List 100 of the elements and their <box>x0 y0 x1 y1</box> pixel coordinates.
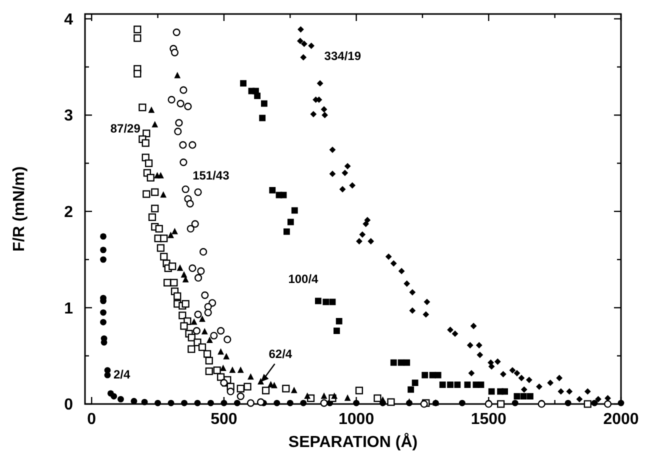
point <box>224 336 232 344</box>
point <box>176 100 184 108</box>
point <box>138 104 146 112</box>
point <box>447 382 454 388</box>
point <box>175 119 183 127</box>
point <box>286 400 294 406</box>
point <box>409 289 416 296</box>
point <box>146 174 154 182</box>
point <box>464 382 471 388</box>
point <box>160 191 167 198</box>
point <box>194 310 202 318</box>
point <box>527 393 534 400</box>
point <box>260 100 268 107</box>
point <box>203 350 212 358</box>
point <box>208 400 214 406</box>
point <box>296 38 304 44</box>
point <box>584 388 591 395</box>
point <box>100 339 108 346</box>
point <box>274 400 280 406</box>
point <box>334 328 340 334</box>
point <box>500 370 506 378</box>
point <box>220 364 226 371</box>
point <box>434 372 442 378</box>
point <box>447 326 454 334</box>
point <box>154 400 161 406</box>
point <box>100 309 106 316</box>
point <box>310 110 317 118</box>
point <box>134 70 142 78</box>
point <box>497 400 505 408</box>
series-label: 2/4 <box>114 367 131 382</box>
point <box>142 190 150 198</box>
point <box>556 374 563 382</box>
point <box>398 268 405 274</box>
point <box>291 207 298 214</box>
point <box>591 400 598 406</box>
y-tick-label: 2 <box>64 204 74 222</box>
point <box>422 372 428 378</box>
point <box>160 252 168 260</box>
point <box>502 388 508 395</box>
point <box>216 373 225 381</box>
point <box>130 398 138 404</box>
point <box>390 359 397 366</box>
point <box>144 159 153 168</box>
y-tick-label: 3 <box>64 108 74 125</box>
point <box>300 54 307 61</box>
point <box>174 128 182 136</box>
series-label: 100/4 <box>288 272 319 286</box>
point <box>201 291 209 299</box>
point <box>259 114 266 122</box>
point <box>422 311 430 318</box>
point <box>198 343 206 351</box>
point <box>362 220 370 228</box>
point <box>355 386 364 394</box>
point <box>470 322 477 330</box>
point <box>182 300 190 308</box>
point <box>160 234 168 242</box>
point <box>258 378 264 384</box>
point <box>566 388 573 395</box>
point <box>518 374 525 382</box>
point <box>356 238 362 244</box>
point <box>526 376 532 384</box>
point <box>316 80 324 87</box>
point <box>104 367 111 374</box>
point <box>298 26 304 33</box>
point <box>100 256 106 263</box>
point <box>271 382 278 388</box>
point <box>256 398 265 406</box>
point <box>100 246 106 254</box>
point <box>390 260 397 267</box>
point <box>141 398 148 406</box>
point <box>168 232 174 238</box>
point <box>170 48 179 56</box>
point <box>488 363 495 370</box>
point <box>344 162 351 170</box>
point <box>184 102 192 110</box>
point <box>466 342 474 348</box>
point <box>536 383 542 390</box>
point <box>210 332 218 340</box>
point <box>236 384 244 392</box>
point <box>168 262 176 270</box>
point <box>142 139 150 147</box>
point <box>476 352 484 358</box>
x-tick-label: 1500 <box>470 411 507 428</box>
point <box>180 86 188 94</box>
point <box>205 367 213 376</box>
point <box>205 356 213 364</box>
point <box>514 393 520 400</box>
point <box>229 366 236 373</box>
point <box>387 398 395 406</box>
point <box>452 330 458 337</box>
point <box>201 328 208 334</box>
point <box>547 380 554 386</box>
y-tick-label: 4 <box>64 11 74 28</box>
point <box>237 366 244 373</box>
point <box>234 400 240 406</box>
point <box>134 34 142 42</box>
point <box>180 322 188 330</box>
point <box>512 400 518 406</box>
point <box>558 388 564 395</box>
point <box>520 393 527 400</box>
